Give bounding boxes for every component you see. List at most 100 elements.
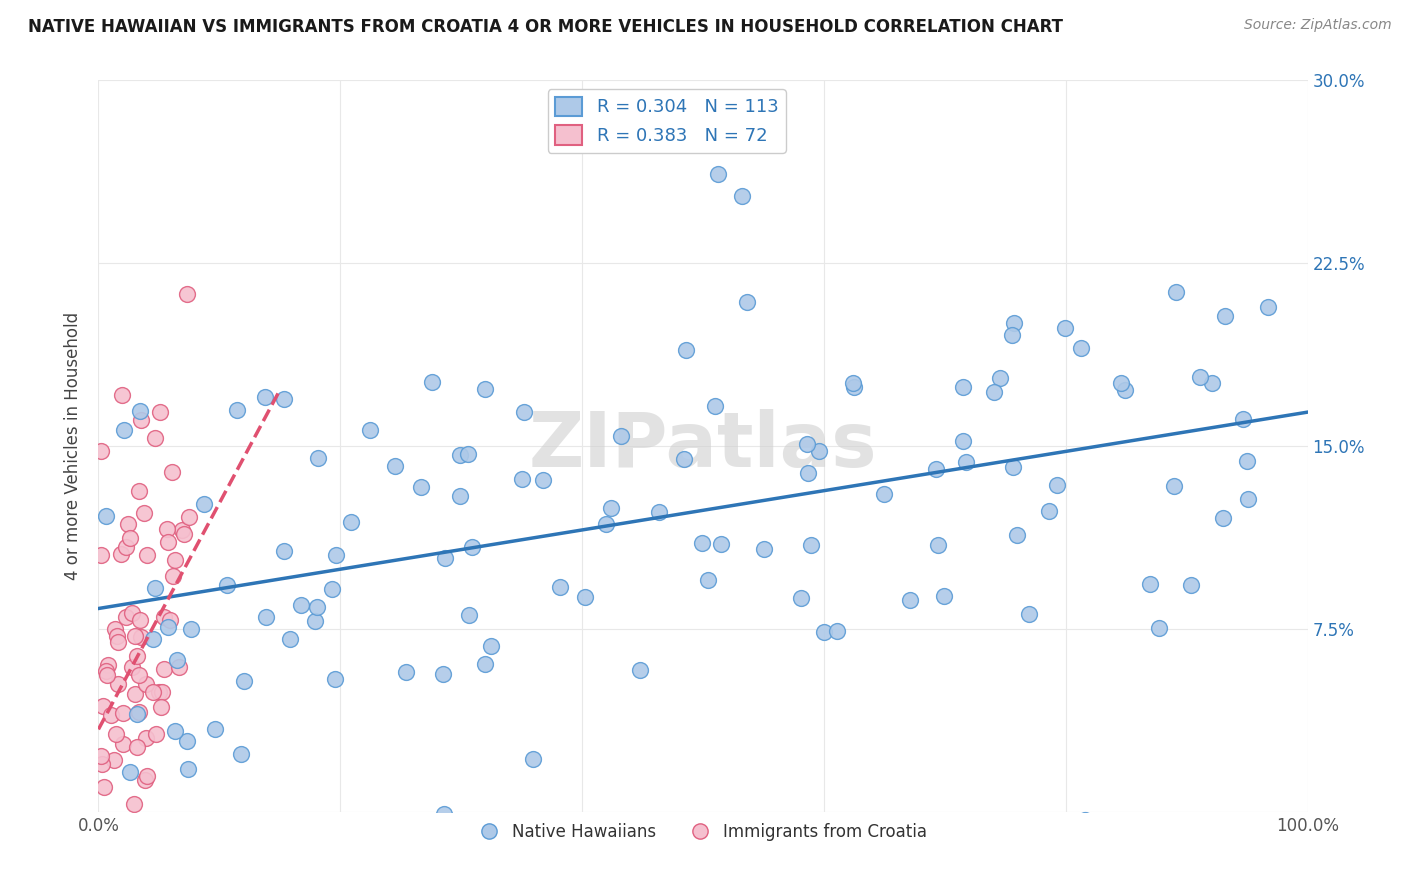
Point: [160, 465, 183, 479]
Point: [112, 423, 135, 437]
Point: [474, 382, 496, 396]
Point: [124, 629, 146, 643]
Point: [156, 522, 179, 536]
Point: [340, 515, 363, 529]
Point: [1114, 383, 1136, 397]
Point: [752, 541, 775, 556]
Point: [129, 404, 152, 418]
Point: [166, 653, 188, 667]
Point: [149, 700, 172, 714]
Point: [522, 752, 544, 766]
Point: [173, 526, 195, 541]
Point: [1163, 479, 1185, 493]
Point: [135, 731, 157, 746]
Point: [797, 466, 820, 480]
Point: [609, 429, 631, 443]
Point: [129, 413, 152, 427]
Point: [177, 509, 200, 524]
Point: [204, 722, 226, 736]
Point: [359, 423, 381, 437]
Point: [143, 582, 166, 596]
Point: [122, 797, 145, 811]
Point: [103, 753, 125, 767]
Point: [827, 624, 849, 639]
Point: [1212, 511, 1234, 525]
Point: [1053, 320, 1076, 334]
Point: [479, 639, 502, 653]
Point: [474, 657, 496, 671]
Point: [735, 295, 758, 310]
Point: [177, 762, 200, 776]
Point: [180, 622, 202, 636]
Point: [90, 443, 112, 458]
Point: [1232, 412, 1254, 426]
Point: [1180, 578, 1202, 592]
Point: [1201, 376, 1223, 390]
Point: [117, 517, 139, 532]
Point: [449, 449, 471, 463]
Point: [873, 487, 896, 501]
Point: [325, 548, 347, 562]
Point: [395, 665, 418, 680]
Point: [104, 623, 127, 637]
Point: [932, 589, 955, 603]
Point: [800, 538, 823, 552]
Point: [628, 663, 651, 677]
Point: [510, 472, 533, 486]
Point: [256, 610, 278, 624]
Point: [927, 538, 949, 552]
Point: [595, 517, 617, 532]
Point: [157, 620, 180, 634]
Point: [107, 635, 129, 649]
Point: [125, 707, 148, 722]
Point: [1139, 577, 1161, 591]
Point: [225, 403, 247, 417]
Point: [125, 649, 148, 664]
Point: [731, 189, 754, 203]
Point: [433, 806, 456, 821]
Point: [1001, 327, 1024, 342]
Point: [121, 607, 143, 621]
Point: [457, 608, 479, 623]
Point: [531, 473, 554, 487]
Point: [128, 705, 150, 719]
Point: [125, 739, 148, 754]
Point: [176, 733, 198, 747]
Point: [1236, 453, 1258, 467]
Point: [120, 531, 142, 545]
Point: [513, 405, 536, 419]
Point: [983, 384, 1005, 399]
Point: [1213, 310, 1236, 324]
Point: [145, 727, 167, 741]
Point: [107, 677, 129, 691]
Point: [1236, 491, 1258, 506]
Point: [231, 747, 253, 761]
Point: [115, 610, 138, 624]
Point: [100, 707, 122, 722]
Point: [124, 687, 146, 701]
Point: [690, 536, 713, 550]
Point: [105, 629, 128, 643]
Point: [1045, 478, 1067, 492]
Point: [91, 756, 114, 771]
Point: [136, 769, 159, 783]
Point: [844, 380, 866, 394]
Point: [1164, 285, 1187, 300]
Point: [1001, 459, 1024, 474]
Point: [120, 822, 142, 836]
Point: [120, 855, 142, 870]
Point: [111, 706, 134, 720]
Point: [434, 550, 457, 565]
Point: [420, 376, 443, 390]
Text: Source: ZipAtlas.com: Source: ZipAtlas.com: [1244, 18, 1392, 32]
Point: [290, 598, 312, 612]
Point: [600, 501, 623, 516]
Point: [707, 167, 730, 181]
Point: [432, 666, 454, 681]
Point: [988, 371, 1011, 385]
Point: [1018, 607, 1040, 621]
Point: [149, 404, 172, 418]
Point: [90, 548, 112, 562]
Point: [128, 483, 150, 498]
Point: [305, 600, 328, 615]
